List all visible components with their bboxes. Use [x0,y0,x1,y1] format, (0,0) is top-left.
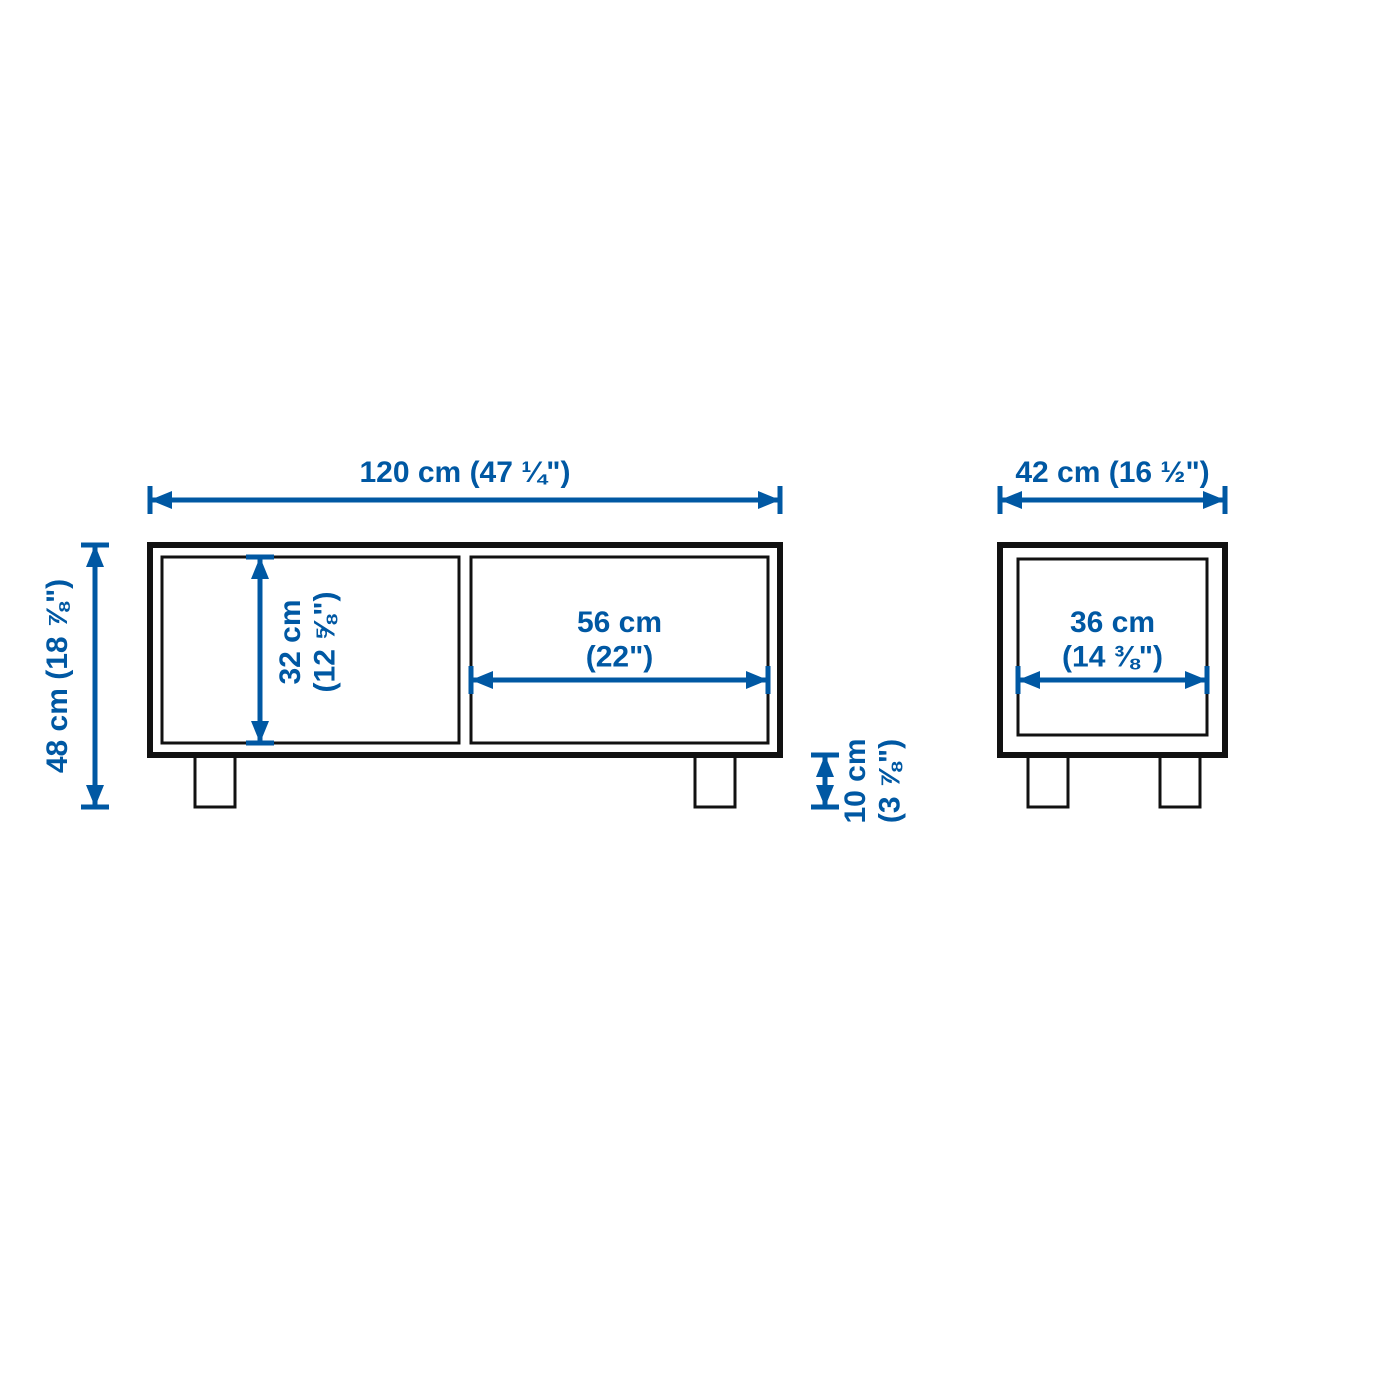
dim-depth-42: 42 cm (16 ½") [1015,456,1209,489]
dim-door-width-56: 56 cm(22") [577,606,662,674]
dim-inner-depth-36: 36 cm(14 ⅜") [1062,606,1163,674]
dim-width-120: 120 cm (47 ¼") [359,456,570,489]
dim-leg-height-10: 10 cm(3 ⅞") [839,738,907,823]
dim-door-height-32: 32 cm(12 ⅝") [274,592,342,693]
dimension-diagram: 120 cm (47 ¼") 48 cm (18 ⅞") 32 cm(12 ⅝") 5… [0,0,1400,1400]
dim-height-48: 48 cm (18 ⅞") [41,579,74,773]
